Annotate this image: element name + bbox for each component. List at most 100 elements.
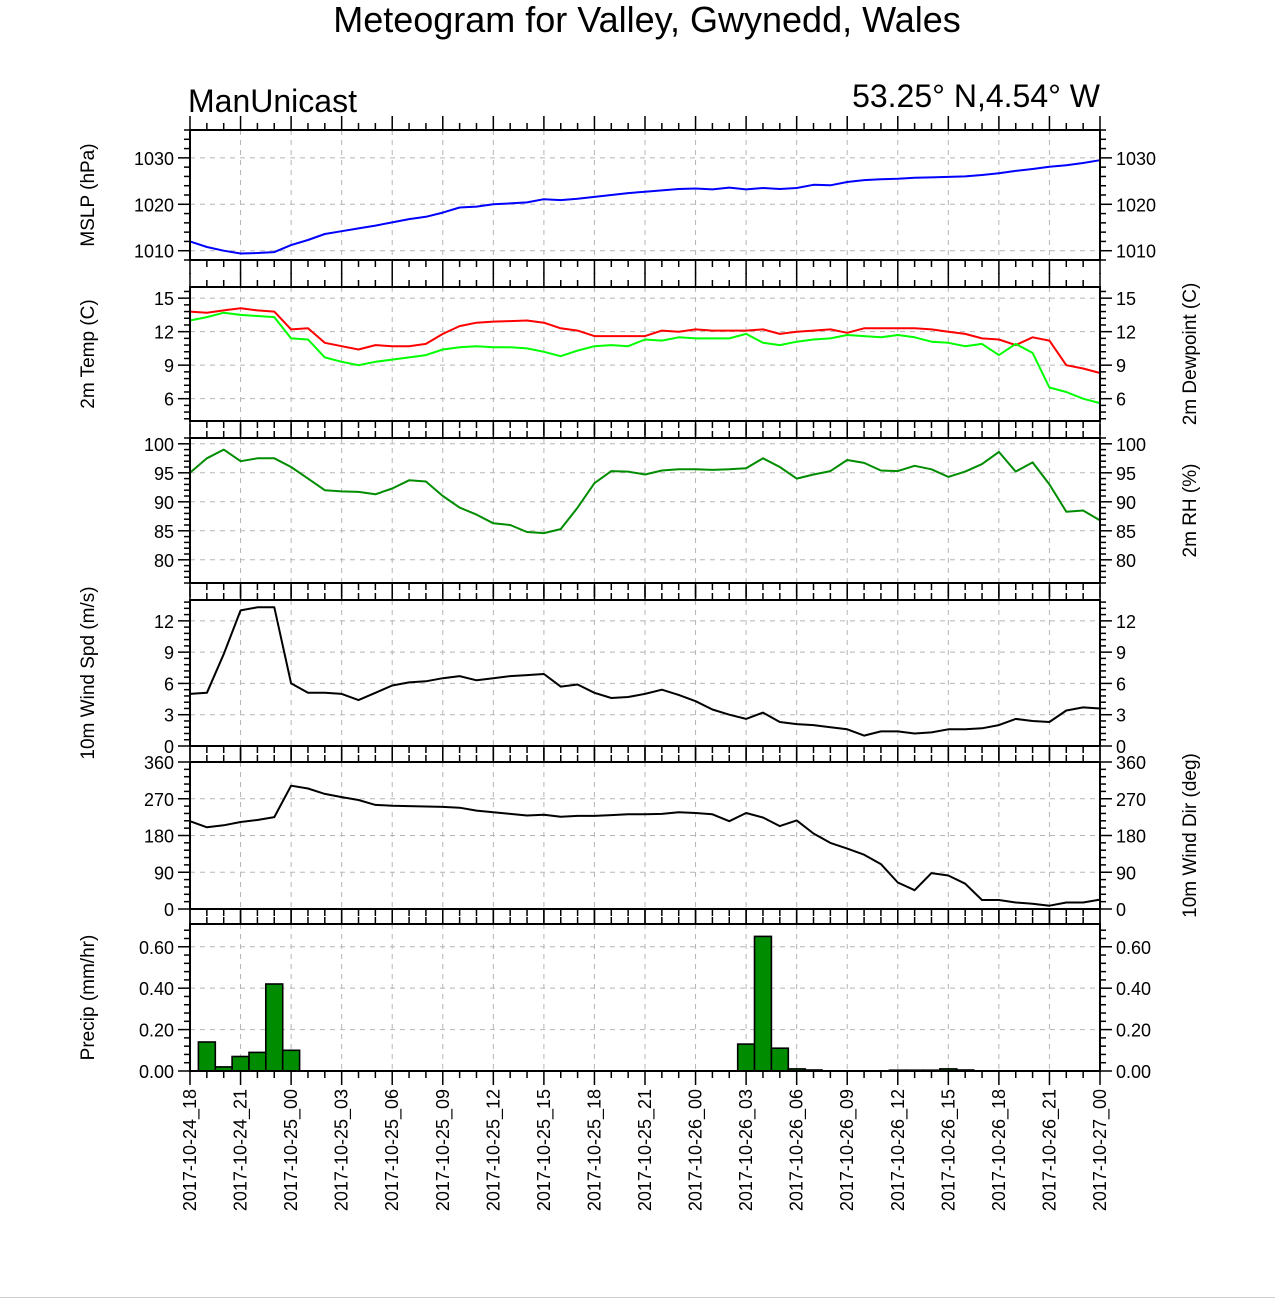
y-tick-label-left: 180 [144,827,174,847]
x-tick-label: 2017-10-25_09 [433,1089,454,1211]
y-axis-title-right: 10m Wind Dir (deg) [1180,753,1201,918]
x-tick-label: 2017-10-26_09 [837,1089,858,1211]
panel-precipitation: 0.00 0.00 0.20 0.20 0.40 0.40 0.60 0.60 Precip (… [78,910,1151,1085]
x-tick-label: 2017-10-26_00 [686,1089,707,1211]
x-tick-label: 2017-10-25_03 [332,1089,353,1211]
precip-bar [197,1041,217,1072]
x-tick-label: 2017-10-26_12 [888,1089,909,1211]
y-tick-label-right: 3 [1116,706,1126,726]
y-tick-label-right: 100 [1116,435,1146,455]
y-tick-label-right: 12 [1116,323,1136,343]
y-tick-label-right: 0 [1116,900,1126,920]
panel-relative-humidity: 80 80 85 85 90 90 95 95 100 100 2m RH (%) [144,424,1201,597]
y-tick-label-right: 9 [1116,643,1126,663]
series-line-wind-speed-0 [189,606,1101,737]
y-tick-label-left: 12 [154,323,174,343]
y-tick-label-left: 85 [154,522,174,542]
y-axis-title-left: 10m Wind Spd (m/s) [78,586,99,759]
y-tick-label-right: 6 [1116,674,1126,694]
precip-bar [281,1049,301,1072]
y-tick-label-left: 9 [164,643,174,663]
chart-title: Meteogram for Valley, Gwynedd, Wales [333,0,961,40]
panel-wind-direction: 0 0 90 90 180 180 270 270 360 360 10m Wind Dir (de… [144,748,1201,923]
precip-bar [736,1043,756,1072]
x-tick-label: 2017-10-25_12 [483,1089,504,1211]
series-line-wind-direction-0 [189,784,1101,907]
y-tick-label-left: 3 [164,706,174,726]
precip-bar [264,983,284,1072]
x-tick-label: 2017-10-26_21 [1039,1089,1060,1211]
x-tick-label: 2017-10-25_00 [281,1089,302,1211]
bottom-divider [0,1297,1275,1298]
precip-bar [770,1047,790,1072]
y-tick-label-left: 360 [144,753,174,773]
y-tick-label-left: 0 [164,737,174,757]
y-tick-label-left: 0 [164,900,174,920]
x-tick-label: 2017-10-25_15 [534,1089,555,1211]
y-tick-label-right: 1030 [1116,149,1156,169]
y-axis-title-right: 2m Dewpoint (C) [1180,283,1201,426]
x-tick-label: 2017-10-25_18 [584,1089,605,1211]
y-tick-label-left: 1020 [134,195,174,215]
model-label: ManUnicast [188,83,357,119]
y-tick-label-right: 360 [1116,753,1146,773]
y-tick-label-left: 270 [144,790,174,810]
series-line-relative-humidity-0 [189,448,1101,535]
y-tick-label-right: 90 [1116,493,1136,513]
x-tick-label: 2017-10-26_03 [736,1089,757,1211]
panels-group: 1010 1010 1020 1020 1030 1030 MSLP (hPa) 6 6 9 9 12… [78,116,1201,1085]
y-tick-label-left: 90 [154,863,174,883]
y-tick-label-right: 180 [1116,827,1146,847]
y-tick-label-left: 100 [144,435,174,455]
y-tick-label-left: 95 [154,464,174,484]
y-tick-label-left: 15 [154,289,174,309]
y-tick-label-right: 0.40 [1116,979,1151,999]
y-tick-label-left: 6 [164,674,174,694]
x-tick-label: 2017-10-27_00 [1090,1089,1111,1211]
x-tick-label: 2017-10-26_06 [787,1089,808,1211]
precip-bar [231,1055,250,1072]
series-line-temp-dewpoint-0 [189,307,1101,374]
series-line-temp-dewpoint-1 [189,311,1101,405]
y-tick-label-right: 85 [1116,522,1136,542]
y-tick-label-right: 95 [1116,464,1136,484]
y-tick-label-right: 0.20 [1116,1021,1151,1041]
panel-mslp: 1010 1010 1020 1020 1030 1030 MSLP (hPa) [78,116,1156,274]
location-label: 53.25° N,4.54° W [852,78,1101,114]
y-tick-label-right: 0.00 [1116,1062,1151,1082]
y-tick-label-left: 6 [164,390,174,410]
x-tick-label: 2017-10-24_21 [231,1089,252,1211]
y-tick-label-right: 12 [1116,612,1136,632]
y-tick-label-left: 1030 [134,149,174,169]
x-tick-label: 2017-10-25_06 [382,1089,403,1211]
y-tick-label-right: 80 [1116,551,1136,571]
y-tick-label-right: 9 [1116,356,1126,376]
panel-temp-dewpoint: 6 6 9 9 12 12 15 15 2m Temp (C) 2m Dewpoint (C) [78,273,1201,435]
y-axis-title-left: Precip (mm/hr) [78,935,99,1061]
precip-bar [248,1051,267,1072]
y-tick-label-left: 0.00 [139,1062,174,1082]
y-tick-label-right: 1020 [1116,195,1156,215]
y-axis-title-left: MSLP (hPa) [78,143,99,246]
x-tick-label: 2017-10-26_18 [989,1089,1010,1211]
y-axis-title-left: 2m Temp (C) [78,299,99,408]
y-tick-label-right: 270 [1116,790,1146,810]
x-tick-label: 2017-10-24_18 [180,1089,201,1211]
y-tick-label-right: 6 [1116,390,1126,410]
y-tick-label-left: 12 [154,612,174,632]
precip-bar [753,935,773,1072]
y-tick-label-right: 0.60 [1116,938,1151,958]
y-tick-label-left: 0.40 [139,979,174,999]
panel-wind-speed: 0 0 3 3 6 6 9 9 12 12 10m Wind Spd (m/s) [78,586,1136,760]
y-tick-label-left: 9 [164,356,174,376]
y-tick-label-left: 0.60 [139,938,174,958]
x-tick-label: 2017-10-26_15 [938,1089,959,1211]
x-tick-label: 2017-10-25_21 [635,1089,656,1211]
x-axis: 2017-10-24_18 2017-10-24_21 2017-10-25_00 2… [180,1089,1111,1211]
y-tick-label-left: 80 [154,551,174,571]
y-tick-label-right: 0 [1116,737,1126,757]
y-tick-label-left: 1010 [134,242,174,262]
y-tick-label-left: 0.20 [139,1021,174,1041]
series-line-mslp-0 [189,159,1101,255]
